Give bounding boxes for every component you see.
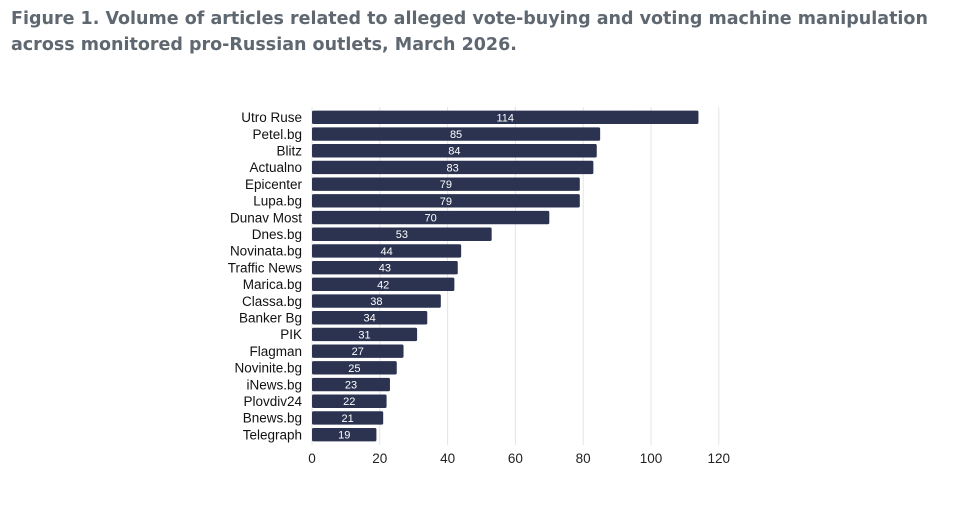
bar-value-label: 42	[377, 279, 389, 291]
bar-value-label: 34	[364, 313, 376, 325]
category-label: Plovdiv24	[243, 394, 302, 409]
gridlines	[311, 107, 720, 445]
x-tick-label: 20	[372, 451, 387, 466]
x-tick-label: 100	[640, 451, 663, 466]
bar	[312, 327, 418, 342]
category-label: Dnes.bg	[252, 227, 302, 242]
bar-value-label: 23	[345, 379, 357, 391]
bar	[312, 244, 462, 258]
bar-value-label: 19	[338, 430, 350, 442]
value-labels: 1148584837979705344434238343127252322211…	[338, 112, 514, 441]
bar-value-label: 114	[496, 112, 514, 124]
category-label: Lupa.bg	[253, 194, 302, 209]
category-label: Utro Ruse	[241, 110, 302, 125]
category-label: Classa.bg	[242, 294, 302, 309]
category-label: Novinata.bg	[230, 244, 302, 259]
bar	[312, 377, 390, 392]
category-label: Petel.bg	[252, 127, 302, 142]
x-tick-label: 80	[576, 451, 591, 466]
bar	[312, 361, 397, 375]
bar	[312, 260, 458, 275]
category-label: Blitz	[276, 143, 302, 158]
bar	[312, 210, 550, 225]
bar	[312, 177, 580, 191]
x-tick-label: 60	[508, 451, 523, 466]
category-label: Marica.bg	[243, 277, 302, 292]
category-label: Flagman	[249, 344, 302, 359]
bar	[312, 127, 601, 141]
bar-value-label: 38	[370, 296, 382, 308]
category-label: Bnews.bg	[243, 411, 302, 426]
bar	[312, 110, 699, 125]
bar	[312, 160, 594, 175]
bar-value-label: 25	[348, 363, 360, 375]
figure-caption: Figure 1. Volume of articles related to …	[11, 9, 928, 55]
category-label: Traffic News	[228, 260, 303, 275]
bar	[312, 427, 377, 442]
bars	[312, 110, 699, 442]
category-label: Dunav Most	[230, 210, 302, 225]
bar	[312, 227, 492, 241]
category-label: Novinite.bg	[234, 361, 302, 376]
category-label: Telegraph	[243, 427, 302, 442]
bar-value-label: 83	[447, 162, 459, 174]
bar	[312, 277, 455, 292]
bar-value-label: 84	[448, 146, 460, 158]
bar	[312, 144, 597, 158]
bar-value-label: 70	[425, 212, 437, 224]
category-label: Actualno	[249, 160, 302, 175]
bar-value-label: 22	[343, 396, 355, 408]
bar-value-label: 27	[352, 346, 364, 358]
bar-value-label: 21	[341, 413, 353, 425]
bar	[312, 394, 387, 408]
bar-value-label: 79	[440, 196, 452, 208]
bar	[312, 411, 384, 425]
category-label: Banker Bg	[239, 310, 302, 325]
category-label: Epicenter	[245, 177, 303, 192]
bar-value-label: 43	[379, 263, 391, 275]
category-label: PIK	[280, 327, 302, 342]
bar-value-label: 85	[450, 129, 462, 141]
bar	[312, 194, 580, 208]
x-tick-label: 0	[308, 451, 316, 466]
bar	[312, 344, 404, 358]
category-label: iNews.bg	[246, 377, 302, 392]
bar	[312, 294, 441, 308]
bar-value-label: 53	[396, 229, 408, 241]
bar-value-label: 79	[440, 179, 452, 191]
bar-value-label: 44	[380, 246, 392, 258]
x-tick-label: 40	[440, 451, 455, 466]
x-tick-label: 120	[708, 451, 731, 466]
x-axis-ticks: 0 20 40 60 80 100 120	[308, 451, 730, 466]
bar	[312, 311, 428, 325]
bar-value-label: 31	[358, 329, 370, 341]
